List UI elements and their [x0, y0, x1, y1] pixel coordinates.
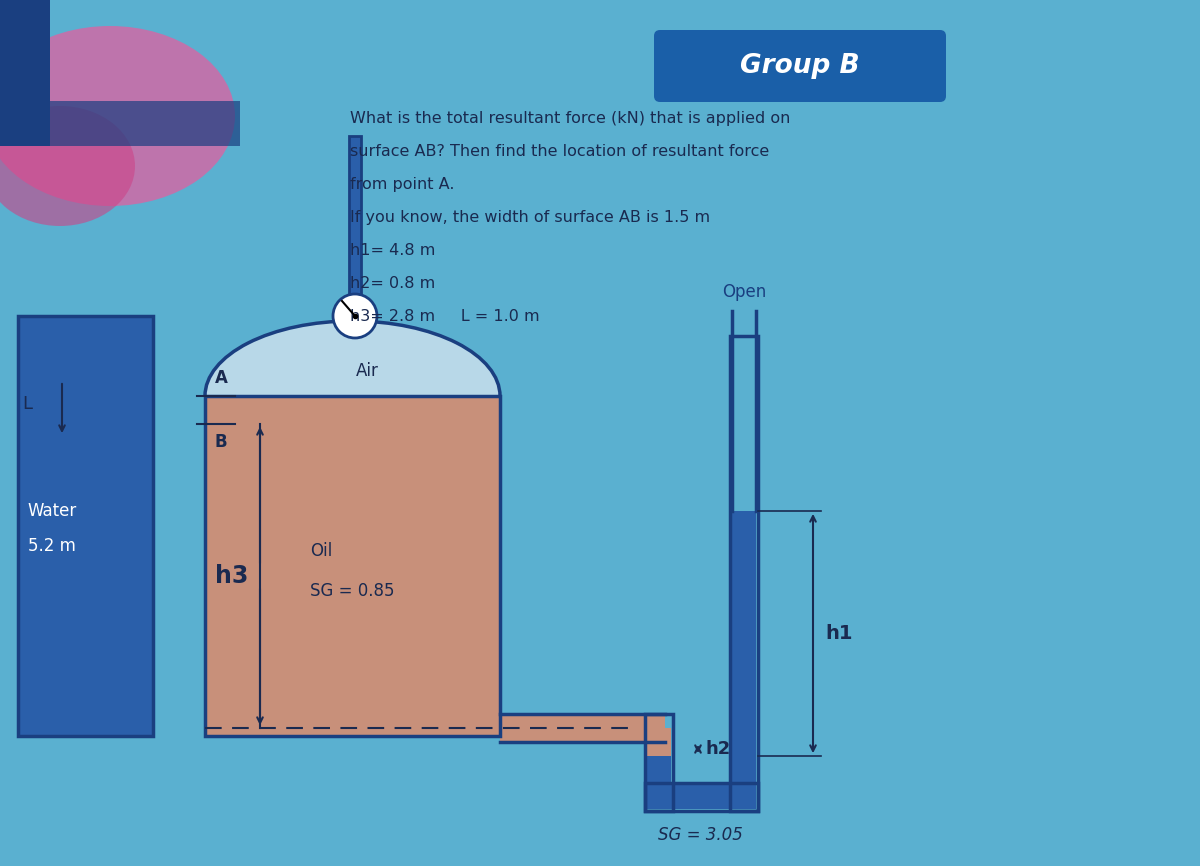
Bar	[0, 101, 240, 146]
Text: from point A.: from point A.	[350, 177, 455, 192]
Text: Oil: Oil	[310, 542, 332, 560]
Bar	[730, 336, 758, 811]
Bar	[646, 783, 758, 811]
Bar	[205, 396, 500, 736]
Text: Group B: Group B	[740, 53, 860, 79]
Bar	[732, 754, 756, 809]
Text: SG = 3.05: SG = 3.05	[658, 826, 743, 844]
Text: h1= 4.8 m: h1= 4.8 m	[350, 243, 436, 258]
Bar	[0, 0, 50, 146]
Text: Water: Water	[28, 502, 77, 520]
Text: 5.2 m: 5.2 m	[28, 537, 76, 555]
Text: h2= 0.8 m: h2= 0.8 m	[350, 276, 436, 291]
Text: h1: h1	[826, 624, 852, 643]
Ellipse shape	[0, 26, 235, 206]
Text: h3: h3	[215, 564, 248, 588]
Bar	[647, 785, 756, 809]
Bar	[647, 754, 671, 809]
Bar	[647, 728, 671, 756]
Bar	[349, 136, 361, 316]
Text: If you know, the width of surface AB is 1.5 m: If you know, the width of surface AB is …	[350, 210, 710, 225]
Text: A: A	[215, 369, 228, 387]
Bar	[500, 714, 665, 742]
Bar	[18, 316, 154, 736]
Bar	[646, 714, 673, 811]
FancyBboxPatch shape	[654, 30, 946, 102]
Text: h2: h2	[706, 740, 731, 758]
Bar	[205, 396, 500, 736]
Polygon shape	[205, 321, 500, 396]
Text: What is the total resultant force (kN) that is applied on: What is the total resultant force (kN) t…	[350, 111, 791, 126]
Text: Open: Open	[722, 283, 766, 301]
Text: SG = 0.85: SG = 0.85	[310, 582, 395, 600]
Ellipse shape	[0, 106, 134, 226]
Text: surface AB? Then find the location of resultant force: surface AB? Then find the location of re…	[350, 144, 769, 159]
Circle shape	[334, 294, 377, 338]
Text: L: L	[22, 395, 32, 412]
Bar	[732, 511, 756, 756]
Text: B: B	[215, 433, 228, 451]
Text: h3= 2.8 m     L = 1.0 m: h3= 2.8 m L = 1.0 m	[350, 309, 540, 324]
Text: Air: Air	[356, 362, 379, 380]
